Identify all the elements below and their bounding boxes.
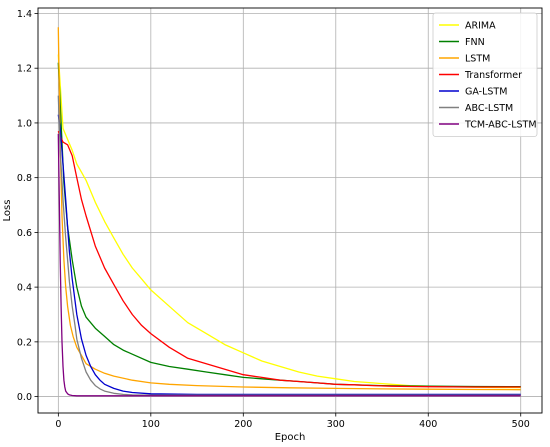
- series-line-ga-lstm: [57, 114, 521, 396]
- y-tick-label: 0.2: [17, 337, 32, 348]
- y-tick-label: 0.0: [17, 392, 32, 403]
- y-tick-label: 1.2: [17, 64, 32, 75]
- y-tick-label: 1.0: [17, 118, 32, 129]
- x-tick-label: 100: [142, 419, 160, 430]
- series-layer: [57, 27, 521, 397]
- legend-box: [432, 12, 538, 137]
- axis-ticks: 0 100 200 300 400 500 0.0 0.2 0.4 0.6 0.8 1.0 1.2 1.4: [17, 9, 530, 430]
- y-tick-label: 1.4: [17, 9, 32, 20]
- y-tick-label: 0.8: [17, 173, 32, 184]
- legend-label-arima: ARIMA: [465, 21, 496, 32]
- y-tick-label: 0.4: [17, 283, 32, 294]
- plot-frame: [37, 7, 543, 414]
- x-tick-label: 200: [234, 419, 252, 430]
- series-line-tcm-abc-lstm: [57, 133, 521, 397]
- y-axis-label: Loss: [2, 200, 13, 222]
- x-tick-label: 0: [55, 419, 61, 430]
- legend-label-fnn: FNN: [465, 37, 485, 48]
- legend-label-transformer: Transformer: [464, 70, 522, 81]
- legend-label-abc-lstm: ABC-LSTM: [465, 103, 513, 114]
- x-tick-label: 400: [419, 419, 437, 430]
- series-line-abc-lstm: [57, 95, 521, 396]
- legend-label-lstm: LSTM: [465, 54, 490, 65]
- legend: ARIMA FNN LSTM Transformer GA-LSTM ABC-LSTM TC…: [432, 12, 538, 137]
- legend-label-ga-lstm: GA-LSTM: [465, 87, 507, 98]
- legend-label-tcm-abc-lstm: TCM-ABC-LSTM: [464, 120, 537, 131]
- series-line-transformer: [57, 130, 521, 388]
- x-tick-label: 300: [327, 419, 345, 430]
- y-tick-label: 0.6: [17, 228, 32, 239]
- series-line-lstm: [57, 27, 521, 391]
- x-tick-label: 500: [512, 419, 530, 430]
- x-axis-label: Epoch: [275, 432, 306, 443]
